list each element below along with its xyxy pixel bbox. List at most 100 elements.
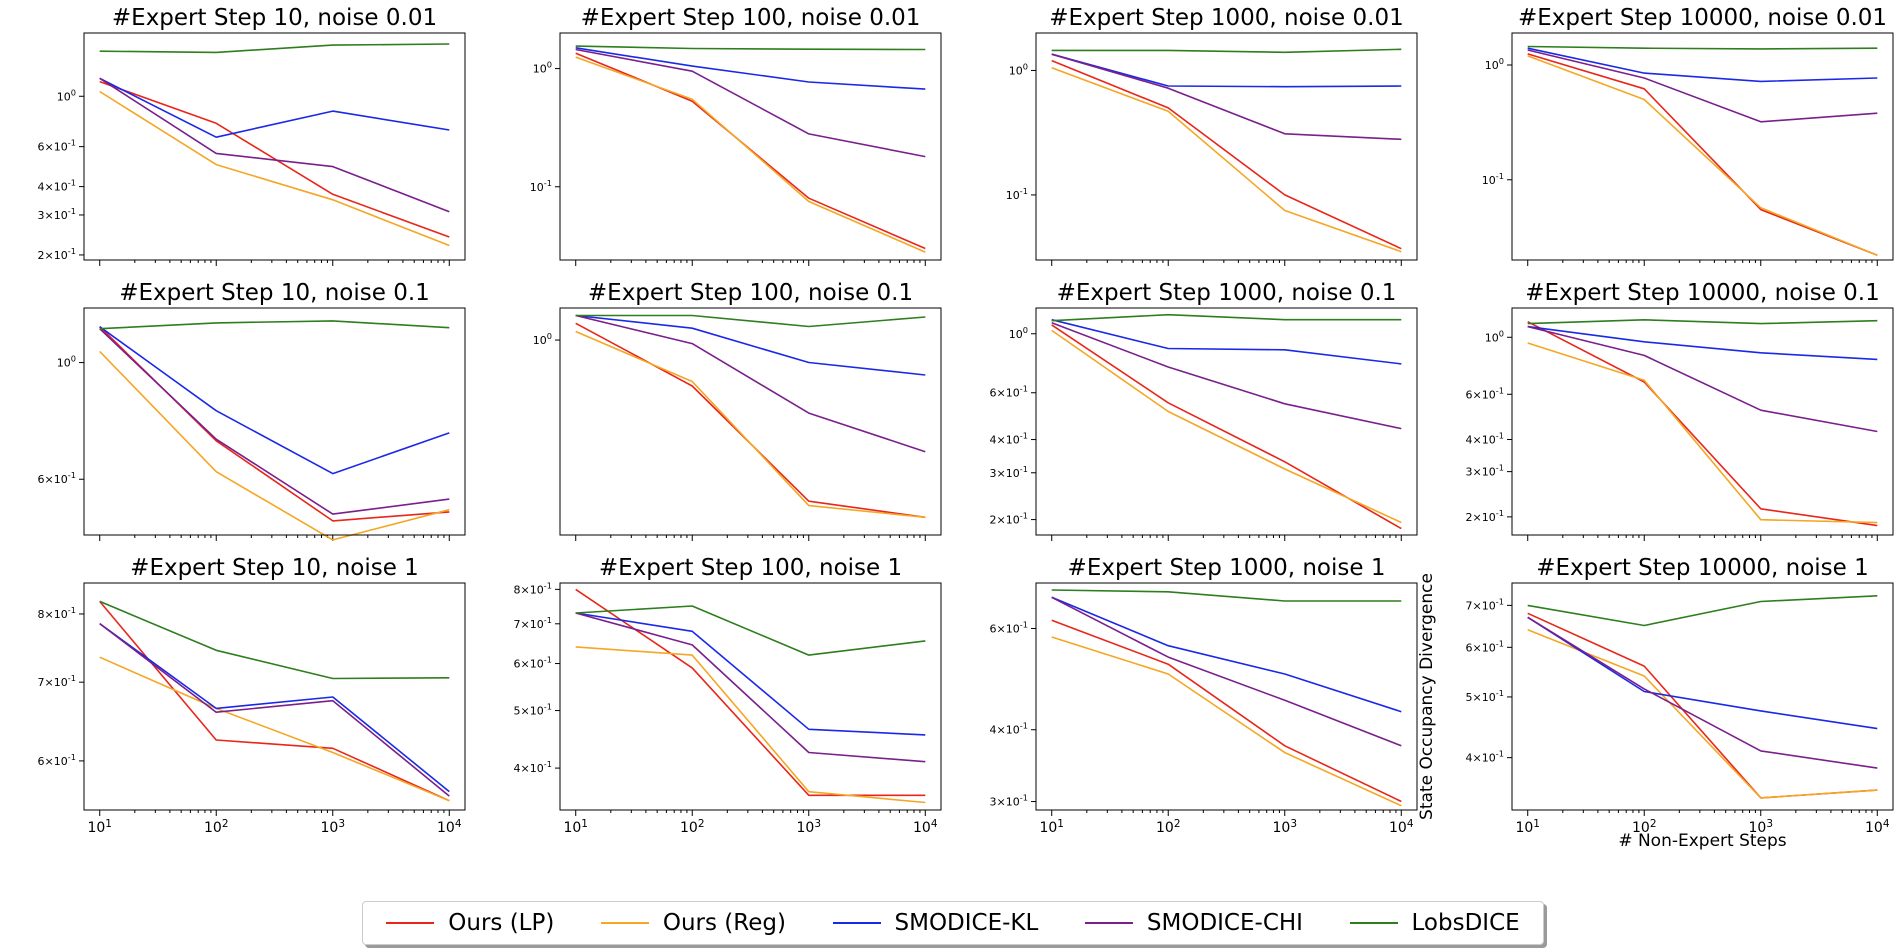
y-tick-label: 7×10-1	[38, 673, 76, 689]
series-line-ours-lp	[1051, 59, 1402, 250]
chart-title: #Expert Step 1000, noise 0.1	[1057, 280, 1397, 306]
subplot: #Expert Step 100, noise 0.01 100 10-1	[530, 5, 942, 266]
y-tick-label: 6×10-1	[514, 655, 552, 671]
series-line-ours-lp	[575, 588, 926, 797]
y-tick-label: 8×10-1	[514, 580, 552, 596]
series-line-lobsdice	[99, 600, 450, 680]
series-line-lobsdice	[1051, 589, 1402, 602]
series-line-ours-lp	[1051, 619, 1402, 803]
y-tick-label: 5×10-1	[1466, 688, 1504, 704]
x-axis-label: # Non-Expert Steps	[1618, 831, 1786, 851]
x-tick-label: 103	[320, 818, 345, 836]
series-line-smodice-chi	[1527, 49, 1878, 123]
series-line-smodice-chi	[1051, 53, 1402, 141]
subplot: #Expert Step 10, noise 1 101 102 103 104 8×10…	[38, 555, 466, 836]
y-tick-label: 6×10-1	[990, 384, 1028, 400]
series-line-lobsdice	[1527, 595, 1878, 627]
series-line-ours-reg	[1051, 636, 1402, 807]
y-tick-label: 7×10-1	[1466, 596, 1504, 612]
y-tick-label: 3×10-1	[1466, 463, 1504, 479]
legend-label: Ours (Reg)	[662, 910, 786, 936]
x-tick-label: 101	[1039, 818, 1064, 836]
series-line-ours-lp	[1527, 53, 1878, 256]
chart-title: #Expert Step 100, noise 1	[599, 555, 902, 581]
legend-label: SMODICE-CHI	[1146, 910, 1303, 936]
y-tick-label: 2×10-1	[990, 511, 1028, 527]
y-tick-label: 6×10-1	[38, 752, 76, 768]
legend-label: Ours (LP)	[448, 910, 555, 936]
y-tick-label: 3×10-1	[990, 793, 1028, 809]
axes-frame	[559, 582, 942, 811]
legend-item-lobsdice: LobsDICE	[1349, 910, 1520, 936]
y-tick-label: 2×10-1	[38, 246, 76, 262]
series-line-ours-lp	[99, 80, 450, 238]
axes-frame	[83, 32, 466, 261]
y-tick-label: 4×10-1	[990, 431, 1028, 447]
series-line-ours-reg	[1527, 342, 1878, 524]
series-line-lobsdice	[1051, 48, 1402, 54]
axes-frame	[1035, 582, 1418, 811]
series-line-lobsdice	[575, 605, 926, 656]
chart-title: #Expert Step 10000, noise 1	[1536, 555, 1869, 581]
axes-frame	[559, 307, 942, 536]
y-tick-label: 8×10-1	[38, 605, 76, 621]
y-tick-label: 10-1	[1482, 171, 1504, 187]
legend-label: SMODICE-KL	[894, 910, 1039, 936]
y-tick-label: 4×10-1	[1466, 431, 1504, 447]
x-tick-label: 102	[1632, 818, 1657, 836]
series-line-smodice-chi	[575, 612, 926, 763]
y-tick-label: 4×10-1	[38, 178, 76, 194]
axes-frame	[83, 582, 466, 811]
series-line-smodice-chi	[99, 328, 450, 515]
y-tick-label: 7×10-1	[514, 615, 552, 631]
subplot: #Expert Step 100, noise 1 101 102 103 104 8×1…	[514, 555, 942, 836]
series-line-lobsdice	[575, 45, 926, 51]
x-tick-label: 102	[1156, 818, 1181, 836]
x-tick-label: 103	[1272, 818, 1297, 836]
y-tick-label: 6×10-1	[1466, 385, 1504, 401]
y-tick-label: 6×10-1	[1466, 638, 1504, 654]
y-tick-label: 6×10-1	[990, 620, 1028, 636]
subplot: #Expert Step 100, noise 0.1 100	[533, 280, 942, 541]
series-line-smodice-chi	[1527, 616, 1878, 769]
axes-frame	[559, 32, 942, 261]
series-line-smodice-kl	[1051, 596, 1402, 713]
series-line-smodice-kl	[1051, 318, 1402, 365]
series-line-smodice-chi	[575, 48, 926, 158]
y-axis-label: State Occupancy Divergence	[1417, 573, 1437, 820]
y-tick-label: 2×10-1	[1466, 508, 1504, 524]
chart-title: #Expert Step 1000, noise 0.01	[1049, 5, 1403, 31]
x-tick-label: 104	[1389, 818, 1414, 836]
series-line-smodice-chi	[99, 622, 450, 797]
subplot: #Expert Step 1000, noise 1 101 102 103 104 6×…	[990, 555, 1418, 836]
series-line-smodice-chi	[1527, 325, 1878, 433]
y-tick-label: 4×10-1	[1466, 749, 1504, 765]
axes-frame	[1035, 32, 1418, 261]
series-line-ours-reg	[575, 646, 926, 804]
y-tick-label: 100	[1485, 328, 1504, 344]
series-line-smodice-kl	[99, 77, 450, 138]
y-tick-label: 100	[533, 331, 552, 347]
y-tick-label: 3×10-1	[38, 206, 76, 222]
series-line-smodice-chi	[1051, 322, 1402, 430]
x-tick-label: 102	[680, 818, 705, 836]
series-line-ours-reg	[575, 56, 926, 253]
series-line-lobsdice	[1527, 45, 1878, 50]
y-tick-label: 100	[1009, 61, 1028, 77]
series-line-smodice-kl	[1527, 616, 1878, 730]
series-line-ours-reg	[575, 330, 926, 519]
legend-label: LobsDICE	[1411, 910, 1520, 936]
series-line-smodice-kl	[1051, 53, 1402, 88]
subplot: #Expert Step 10000, noise 0.1 100 6×10-1 4×…	[1466, 280, 1894, 541]
x-tick-label: 101	[563, 818, 588, 836]
x-tick-label: 102	[204, 818, 229, 836]
legend-swatch	[386, 922, 435, 924]
y-tick-label: 4×10-1	[514, 759, 552, 775]
series-line-ours-reg	[99, 350, 450, 541]
chart-title: #Expert Step 10, noise 1	[130, 555, 419, 581]
subplot: #Expert Step 10000, noise 0.01 100 10-1	[1482, 5, 1894, 266]
series-line-lobsdice	[99, 320, 450, 330]
y-tick-label: 3×10-1	[990, 464, 1028, 480]
series-line-lobsdice	[99, 43, 450, 54]
